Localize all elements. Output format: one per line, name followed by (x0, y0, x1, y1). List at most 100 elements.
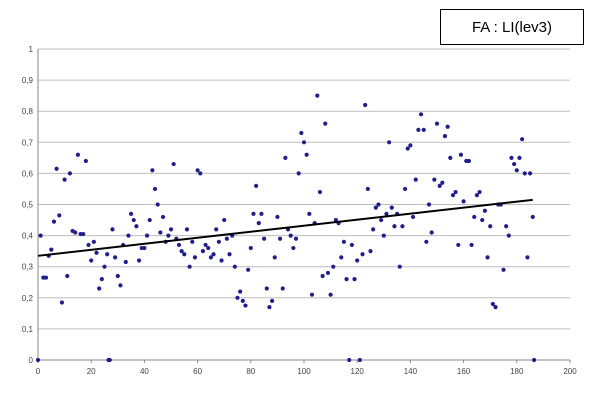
data-point (51, 219, 57, 224)
data-point (304, 152, 309, 157)
data-point (509, 155, 514, 160)
data-point (134, 224, 139, 229)
data-point (59, 300, 65, 305)
data-point (91, 239, 96, 244)
data-point (102, 264, 107, 269)
data-point (211, 252, 216, 257)
data-point (504, 224, 509, 229)
x-tick-label: 200 (563, 367, 577, 376)
data-point (243, 303, 248, 308)
data-point (182, 252, 187, 257)
x-tick-label: 120 (351, 367, 365, 376)
data-point (38, 233, 43, 238)
data-point (75, 152, 80, 157)
data-point (482, 208, 487, 213)
data-point (472, 214, 477, 220)
data-point (299, 130, 304, 136)
data-point (126, 233, 131, 238)
data-point (387, 140, 392, 145)
data-point (317, 189, 323, 195)
data-point (517, 155, 522, 160)
data-point (530, 214, 535, 220)
data-point (347, 357, 352, 363)
data-point (168, 227, 174, 232)
axes (37, 49, 571, 363)
data-point (150, 168, 155, 173)
data-point (355, 258, 360, 263)
data-point (379, 217, 384, 223)
data-point (57, 213, 62, 218)
data-point (73, 230, 78, 235)
data-point (360, 252, 365, 257)
data-point (408, 143, 413, 148)
data-point (240, 298, 245, 304)
data-point (43, 275, 49, 280)
data-point (432, 177, 437, 182)
data-point (442, 133, 448, 139)
data-point (198, 171, 203, 176)
data-point (501, 267, 506, 272)
data-point (320, 273, 325, 279)
data-point (97, 286, 102, 291)
data-point (520, 137, 525, 142)
data-point (325, 270, 331, 276)
data-point (251, 211, 256, 216)
data-point (224, 236, 229, 241)
data-point (272, 255, 277, 260)
data-point (392, 224, 397, 229)
data-point (227, 252, 232, 257)
data-point (269, 298, 275, 304)
data-point (81, 231, 86, 237)
data-point (267, 305, 272, 310)
data-point (89, 258, 94, 263)
data-point (192, 255, 198, 260)
data-point (291, 245, 296, 251)
y-tick-label: 1 (29, 45, 34, 54)
data-point (142, 245, 147, 251)
data-point (453, 189, 458, 195)
data-point (264, 286, 269, 291)
data-point (147, 217, 152, 223)
data-point (115, 273, 120, 279)
data-point (485, 255, 490, 260)
data-point (49, 247, 54, 252)
data-point (35, 357, 41, 363)
data-point (371, 227, 376, 232)
data-point (262, 236, 267, 241)
data-point (166, 233, 171, 238)
y-tick-label: 0,1 (22, 325, 34, 334)
data-point (418, 112, 424, 117)
data-point (129, 211, 134, 216)
data-point (203, 242, 208, 248)
data-point (416, 127, 421, 132)
x-tick-label: 0 (36, 367, 41, 376)
data-point (280, 286, 285, 291)
data-point (171, 161, 176, 167)
data-point (155, 202, 160, 207)
data-point (259, 211, 264, 216)
data-point (376, 202, 381, 207)
tick-labels: 0 0,1 0,2 0,3 0,4 0,5 0,6 0,7 0,8 0,9 1 0 20 40 60 80 10… (22, 45, 577, 376)
data-point (512, 161, 517, 167)
data-point (339, 255, 344, 260)
data-point (301, 140, 307, 145)
data-point (107, 357, 112, 363)
data-point (480, 217, 485, 223)
data-point (445, 124, 450, 129)
data-point (152, 186, 158, 192)
data-point (200, 249, 206, 254)
data-point (283, 155, 288, 160)
data-point (232, 264, 237, 269)
data-point (275, 214, 280, 220)
data-point (413, 177, 418, 182)
data-point (110, 227, 115, 232)
data-point (309, 292, 315, 297)
data-point (136, 258, 142, 263)
data-point (328, 292, 333, 297)
data-point (254, 183, 259, 188)
data-point (219, 258, 224, 263)
data-point (365, 186, 370, 192)
data-point (208, 255, 213, 260)
data-point (214, 227, 219, 232)
y-tick-label: 0,2 (22, 294, 34, 303)
